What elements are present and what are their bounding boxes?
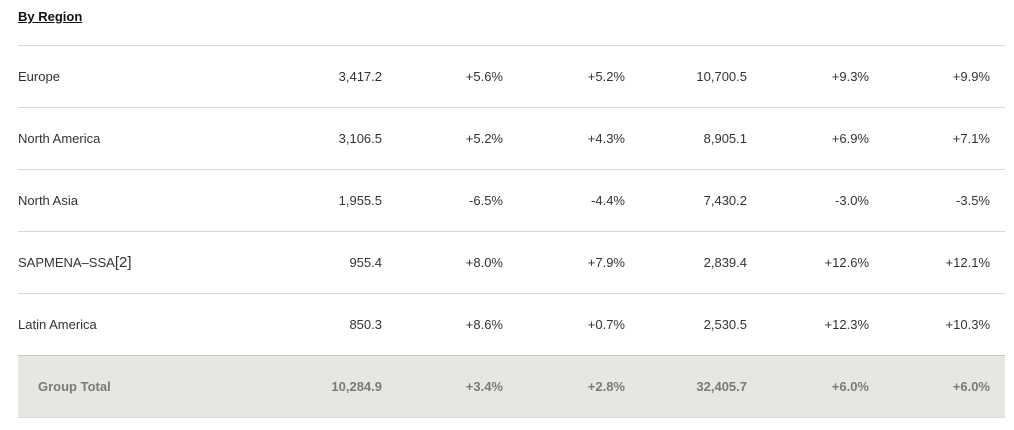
cell-value: -3.5% [869,169,1005,232]
total-value: +6.0% [869,355,1005,418]
cell-value: 1,955.5 [218,169,382,232]
region-name: North America [18,107,218,170]
cell-value: 850.3 [218,293,382,356]
cell-value: +8.0% [382,231,503,294]
total-value: 32,405.7 [625,355,747,418]
table-row-group-total: Group Total 10,284.9 +3.4% +2.8% 32,405.… [18,355,1005,418]
cell-value: +7.1% [869,107,1005,170]
cell-value: +7.9% [503,231,625,294]
table-row-latin-america: Latin America 850.3 +8.6% +0.7% 2,530.5 … [18,293,1005,356]
cell-value: +4.3% [503,107,625,170]
table-row-north-asia: North Asia 1,955.5 -6.5% -4.4% 7,430.2 -… [18,169,1005,232]
total-value: 10,284.9 [218,355,382,418]
footnote-ref[interactable]: [2] [114,254,132,271]
total-value: +3.4% [382,355,503,418]
cell-value: +5.2% [503,45,625,108]
cell-value: 7,430.2 [625,169,747,232]
cell-value: -6.5% [382,169,503,232]
table-row-sapmena-ssa: SAPMENA–SSA[2] 955.4 +8.0% +7.9% 2,839.4… [18,231,1005,294]
total-value: +6.0% [747,355,869,418]
region-name: SAPMENA–SSA[2] [18,231,218,294]
cell-value: 2,839.4 [625,231,747,294]
region-table: Europe 3,417.2 +5.6% +5.2% 10,700.5 +9.3… [18,45,1005,418]
cell-value: 955.4 [218,231,382,294]
cell-value: 2,530.5 [625,293,747,356]
region-name: North Asia [18,169,218,232]
region-name-text: SAPMENA–SSA [18,255,115,270]
cell-value: +0.7% [503,293,625,356]
table-row-north-america: North America 3,106.5 +5.2% +4.3% 8,905.… [18,107,1005,170]
cell-value: +8.6% [382,293,503,356]
cell-value: +10.3% [869,293,1005,356]
cell-value: 3,417.2 [218,45,382,108]
cell-value: +5.2% [382,107,503,170]
cell-value: -3.0% [747,169,869,232]
region-name: Europe [18,45,218,108]
total-label: Group Total [18,355,218,418]
cell-value: -4.4% [503,169,625,232]
cell-value: +5.6% [382,45,503,108]
table-row-europe: Europe 3,417.2 +5.6% +5.2% 10,700.5 +9.3… [18,45,1005,108]
cell-value: 3,106.5 [218,107,382,170]
region-name: Latin America [18,293,218,356]
cell-value: +9.3% [747,45,869,108]
cell-value: +9.9% [869,45,1005,108]
total-value: +2.8% [503,355,625,418]
cell-value: +12.6% [747,231,869,294]
cell-value: +6.9% [747,107,869,170]
cell-value: +12.1% [869,231,1005,294]
cell-value: +12.3% [747,293,869,356]
section-title-link[interactable]: By Region [18,9,83,24]
cell-value: 8,905.1 [625,107,747,170]
cell-value: 10,700.5 [625,45,747,108]
